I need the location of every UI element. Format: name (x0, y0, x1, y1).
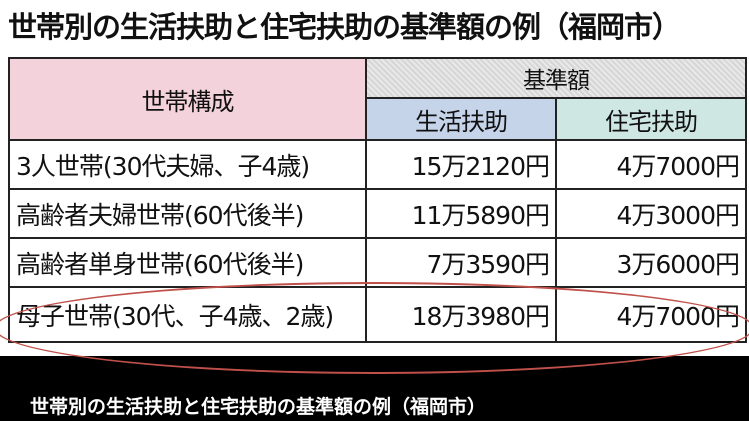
living-cell: 11万5890円 (365, 188, 557, 239)
living-cell: 7万3590円 (365, 237, 557, 288)
housing-assistance-header: 住宅扶助 (555, 97, 747, 141)
caption-text: 世帯別の生活扶助と住宅扶助の基準額の例（福岡市） (30, 396, 487, 418)
living-assistance-header: 生活扶助 (365, 97, 557, 141)
header-row: 世帯構成 基準額 (8, 57, 747, 141)
living-cell: 18万3980円 (365, 286, 557, 343)
household-cell: 3人世帯(30代夫婦、子4歳) (8, 139, 367, 190)
household-cell: 母子世帯(30代、子4歳、2歳) (8, 286, 367, 343)
caption-bar (0, 356, 749, 421)
table-row: 3人世帯(30代夫婦、子4歳) 15万2120円 4万7000円 (8, 139, 747, 190)
table-row: 高齢者夫婦世帯(60代後半) 11万5890円 4万3000円 (8, 188, 747, 239)
housing-cell: 4万7000円 (555, 286, 747, 343)
standard-amount-header: 基準額 (365, 57, 747, 99)
housing-cell: 4万7000円 (555, 139, 747, 190)
table-title: 世帯別の生活扶助と住宅扶助の基準額の例（福岡市） (8, 10, 681, 44)
subheader-row: 生活扶助 住宅扶助 (9, 97, 747, 141)
housing-cell: 3万6000円 (555, 237, 747, 288)
household-cell: 高齢者単身世帯(60代後半) (8, 237, 367, 288)
living-cell: 15万2120円 (365, 139, 557, 190)
household-header: 世帯構成 (8, 57, 367, 141)
assistance-table: 世帯構成 基準額 生活扶助 住宅扶助 3人世帯(30代夫婦、子4歳) 15万21… (8, 57, 747, 343)
household-cell: 高齢者夫婦世帯(60代後半) (8, 188, 367, 239)
table-row: 母子世帯(30代、子4歳、2歳) 18万3980円 4万7000円 (8, 286, 747, 343)
housing-cell: 4万3000円 (555, 188, 747, 239)
table-row: 高齢者単身世帯(60代後半) 7万3590円 3万6000円 (8, 237, 747, 288)
